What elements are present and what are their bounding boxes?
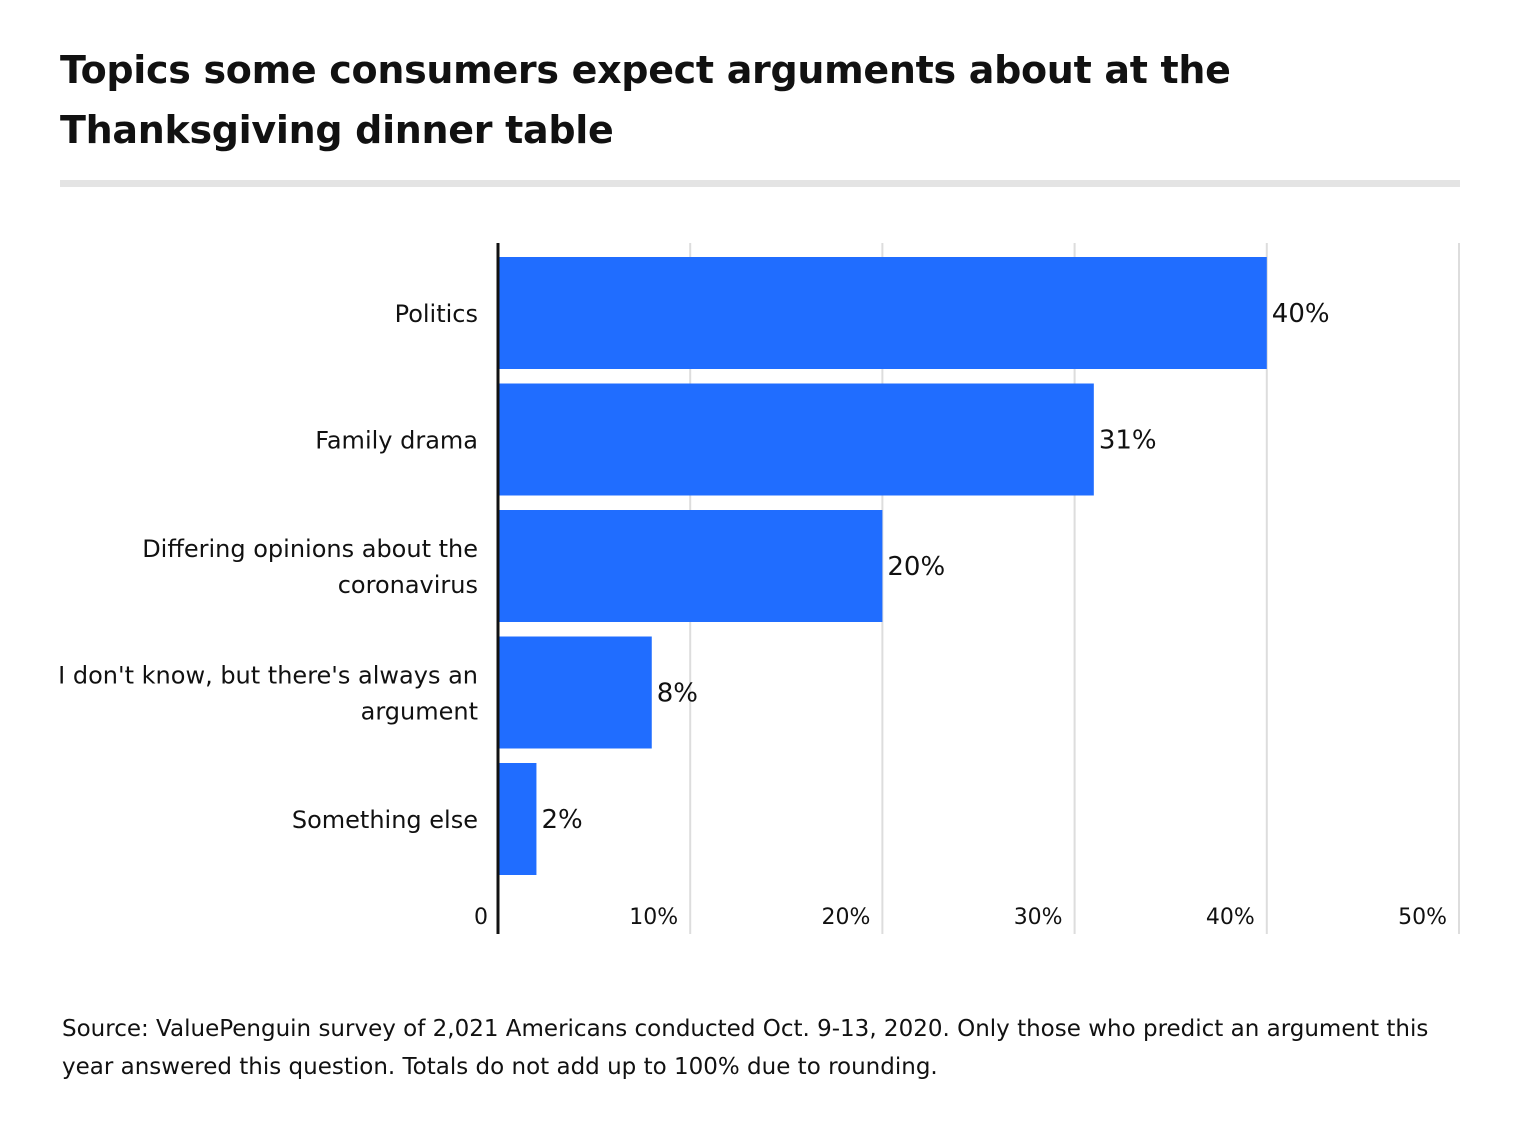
chart-title: Topics some consumers expect arguments a…	[60, 48, 1231, 152]
x-tick-label: 0	[474, 905, 488, 930]
category-label: Politics	[395, 300, 478, 328]
source-note: Source: ValuePenguin survey of 2,021 Ame…	[62, 1016, 1429, 1080]
x-tick-label: 20%	[821, 905, 870, 930]
x-tick-label: 50%	[1398, 905, 1447, 930]
category-label: Family drama	[315, 427, 478, 455]
value-label: 40%	[1272, 299, 1330, 329]
value-label: 2%	[541, 805, 582, 835]
bar	[498, 763, 537, 875]
bars	[498, 257, 1267, 875]
value-label: 31%	[1099, 426, 1157, 456]
bar	[498, 636, 652, 749]
x-tick-label: 40%	[1206, 905, 1255, 930]
labels: 0 10% 20% 30% 40% 50% Politics 40% Family drama 3…	[58, 299, 1447, 930]
category-label: I don't know, but there's always an argum…	[58, 662, 478, 726]
value-label: 20%	[887, 552, 945, 582]
x-tick-label: 30%	[1014, 905, 1063, 930]
bar	[498, 383, 1094, 496]
category-label: Something else	[292, 806, 478, 834]
x-tick-label: 10%	[629, 905, 678, 930]
value-label: 8%	[657, 679, 698, 709]
title-divider	[60, 180, 1460, 187]
bar-chart: 0 10% 20% 30% 40% 50% Politics 40% Family drama 3…	[58, 243, 1460, 934]
bar	[498, 257, 1267, 369]
bar	[498, 510, 883, 622]
category-label: Differing opinions about the coronavirus	[142, 535, 478, 599]
